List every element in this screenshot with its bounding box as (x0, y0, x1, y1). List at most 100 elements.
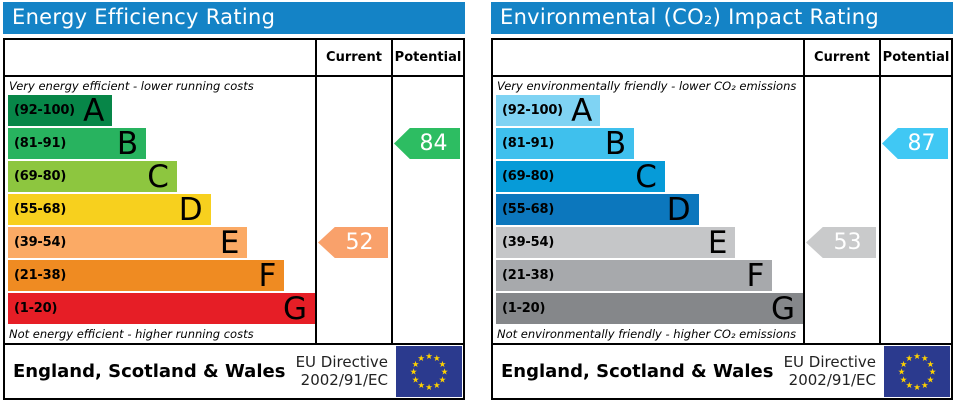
eu-directive-line2: 2002/91/EC (300, 370, 388, 389)
band-grade-letter: E (707, 224, 728, 261)
band-row: (92-100) A (496, 95, 803, 126)
band-bar: (69-80) C (496, 161, 665, 192)
band-bar: (92-100) A (8, 95, 113, 126)
svg-text:★: ★ (921, 381, 929, 391)
bands: (92-100) A (81-91) B (69-80) C (55-68) D… (496, 95, 803, 324)
bands: (92-100) A (81-91) B (69-80) C (55-68) D… (8, 95, 315, 324)
potential-column-header: Potential (879, 40, 951, 75)
svg-text:★: ★ (905, 354, 913, 364)
svg-text:★: ★ (439, 360, 447, 370)
table-footer: England, Scotland & Wales EU Directive 2… (5, 343, 463, 398)
band-row: (39-54) E (496, 227, 803, 258)
svg-text:★: ★ (929, 368, 937, 378)
band-range-label: (1-20) (502, 301, 546, 316)
band-grade-letter: F (258, 257, 277, 294)
region-label: England, Scotland & Wales (13, 361, 286, 382)
band-row: (1-20) G (8, 293, 315, 324)
band-row: (55-68) D (496, 194, 803, 225)
potential-arrow: 84 (394, 128, 460, 159)
chart-column-header (5, 40, 315, 75)
potential-column-cell: 87 (879, 77, 951, 343)
band-bar: (55-68) D (496, 194, 699, 225)
band-bar: (21-38) F (8, 257, 285, 294)
svg-text:★: ★ (441, 368, 449, 378)
band-row: (69-80) C (496, 161, 803, 192)
current-arrow: 53 (806, 227, 876, 258)
table-body: Very environmentally friendly - lower CO… (493, 77, 951, 343)
rating-table: Current Potential Very energy efficient … (3, 38, 465, 400)
svg-text:★: ★ (425, 383, 433, 393)
band-range-label: (39-54) (14, 235, 67, 250)
band-row: (21-38) F (8, 260, 315, 291)
band-range-label: (69-80) (502, 169, 555, 184)
band-grade-letter: C (147, 158, 169, 195)
svg-text:★: ★ (913, 352, 921, 362)
svg-text:★: ★ (905, 381, 913, 391)
band-row: (69-80) C (8, 161, 315, 192)
band-grade-letter: B (116, 125, 139, 162)
svg-text:★: ★ (921, 354, 929, 364)
panel-title: Environmental (CO₂) Impact Rating (500, 5, 880, 29)
band-row: (39-54) E (8, 227, 315, 258)
band-range-label: (92-100) (502, 103, 563, 118)
band-range-label: (81-91) (14, 136, 67, 151)
chart-column-header (493, 40, 803, 75)
current-column-cell: 52 (315, 77, 391, 343)
band-range-label: (1-20) (14, 301, 58, 316)
potential-value: 87 (907, 131, 936, 156)
svg-text:★: ★ (425, 352, 433, 362)
svg-text:★: ★ (927, 360, 935, 370)
panel-header: Energy Efficiency Rating (3, 2, 465, 34)
top-note: Very energy efficient - lower running co… (9, 79, 254, 93)
rating-panel: Environmental (CO₂) Impact Rating Curren… (491, 2, 953, 400)
band-range-label: (55-68) (502, 202, 555, 217)
current-arrow: 52 (318, 227, 388, 258)
current-column-header: Current (315, 40, 391, 75)
band-bar: (1-20) G (496, 293, 803, 324)
table-body: Very energy efficient - lower running co… (5, 77, 463, 343)
band-bar: (69-80) C (8, 161, 177, 192)
band-bar: (21-38) F (496, 257, 773, 294)
band-row: (55-68) D (8, 194, 315, 225)
svg-text:★: ★ (439, 375, 447, 385)
band-grade-letter: D (666, 191, 691, 228)
band-bar: (92-100) A (496, 95, 601, 126)
band-bar: (81-91) B (8, 125, 147, 162)
current-value: 53 (833, 230, 862, 255)
band-range-label: (21-38) (14, 268, 67, 283)
potential-column-cell: 84 (391, 77, 463, 343)
top-note: Very environmentally friendly - lower CO… (497, 79, 797, 93)
svg-text:★: ★ (927, 375, 935, 385)
band-grade-letter: B (604, 125, 627, 162)
bands-area: Very energy efficient - lower running co… (5, 77, 315, 343)
band-bar: (1-20) G (8, 293, 315, 324)
band-range-label: (39-54) (502, 235, 555, 250)
table-header-row: Current Potential (5, 40, 463, 77)
svg-text:★: ★ (412, 375, 420, 385)
band-grade-letter: G (770, 290, 795, 327)
band-grade-letter: F (746, 257, 765, 294)
bands-area: Very environmentally friendly - lower CO… (493, 77, 803, 343)
potential-column-header: Potential (391, 40, 463, 75)
svg-text:★: ★ (417, 354, 425, 364)
svg-text:★: ★ (900, 360, 908, 370)
band-range-label: (69-80) (14, 169, 67, 184)
eu-directive-line2: 2002/91/EC (788, 370, 876, 389)
current-column-header: Current (803, 40, 879, 75)
svg-text:★: ★ (410, 368, 418, 378)
svg-text:★: ★ (898, 368, 906, 378)
band-grade-letter: G (282, 290, 307, 327)
band-grade-letter: C (635, 158, 657, 195)
potential-arrow: 87 (882, 128, 948, 159)
eu-directive-line1: EU Directive (295, 352, 388, 371)
band-row: (81-91) B (496, 128, 803, 159)
table-footer: England, Scotland & Wales EU Directive 2… (493, 343, 951, 398)
band-range-label: (55-68) (14, 202, 67, 217)
svg-text:★: ★ (913, 383, 921, 393)
svg-text:★: ★ (900, 375, 908, 385)
band-bar: (81-91) B (496, 125, 635, 162)
eu-flag-icon: ★ ★ ★ ★ ★ ★ ★ ★ ★ ★ ★ ★ (396, 346, 462, 397)
band-bar: (39-54) E (496, 224, 736, 261)
region-label: England, Scotland & Wales (501, 361, 774, 382)
